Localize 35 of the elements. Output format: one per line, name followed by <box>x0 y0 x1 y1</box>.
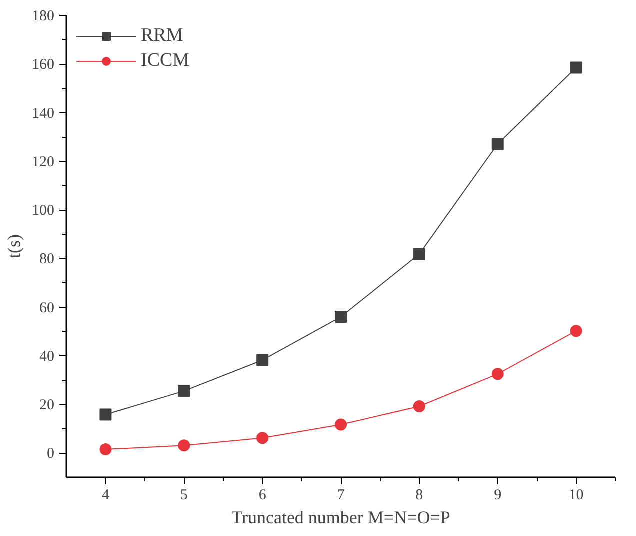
x-axis-title: Truncated number M=N=O=P <box>232 508 450 528</box>
point <box>178 440 190 452</box>
y-tick-label: 180 <box>32 8 54 24</box>
y-tick-label: 60 <box>40 300 54 316</box>
legend-label: ICCM <box>141 50 190 72</box>
point <box>492 138 504 150</box>
y-tick-label: 80 <box>40 252 54 268</box>
point <box>492 368 504 380</box>
x-tick-label: 8 <box>416 488 424 504</box>
point <box>100 444 112 456</box>
y-tick-label: 100 <box>32 203 54 220</box>
point <box>570 325 582 338</box>
x-tick-label: 5 <box>180 488 188 504</box>
y-tick-label: 0 <box>47 446 54 462</box>
point <box>256 354 269 366</box>
point <box>335 311 347 324</box>
x-tick-label: 7 <box>337 488 346 504</box>
y-tick-label: 20 <box>40 398 54 414</box>
point <box>570 62 582 74</box>
x-tick-label: 9 <box>494 488 502 504</box>
x-tick-label: 6 <box>258 488 267 504</box>
legend-label: RRM <box>141 25 184 47</box>
point <box>335 418 347 431</box>
y-tick-label: 40 <box>40 348 54 365</box>
x-tick-label: 10 <box>568 488 584 504</box>
point <box>100 408 112 421</box>
point <box>256 432 269 444</box>
y-tick-label: 140 <box>32 106 54 122</box>
y-tick-label: 160 <box>32 57 54 74</box>
point <box>413 400 426 412</box>
x-tick-label: 4 <box>102 488 110 504</box>
point <box>413 248 426 260</box>
y-axis-title: t(s) <box>4 234 24 258</box>
y-tick-label: 120 <box>32 154 54 170</box>
point <box>178 385 190 398</box>
